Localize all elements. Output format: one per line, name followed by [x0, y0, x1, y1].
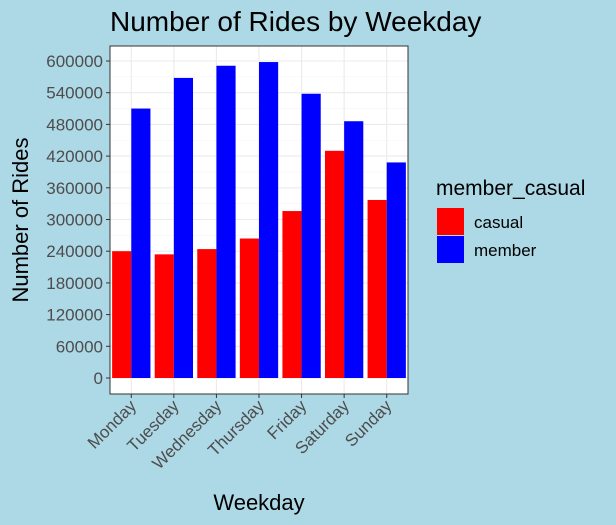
bar-casual-saturday — [324, 150, 345, 378]
bar-casual-monday — [112, 251, 132, 378]
y-tick-label: 0 — [94, 369, 103, 388]
legend-label-casual: casual — [474, 213, 523, 232]
bar-casual-sunday — [367, 199, 387, 378]
y-tick-label: 60000 — [56, 337, 103, 356]
bars — [112, 62, 406, 379]
bar-member-wednesday — [216, 65, 236, 378]
bar-member-saturday — [344, 121, 364, 378]
legend-title: member_casual — [436, 177, 585, 200]
y-tick-label: 540000 — [46, 84, 103, 103]
legend: member_casual casual member — [436, 177, 585, 263]
bar-member-tuesday — [173, 77, 194, 378]
y-axis: 0 60000 120000 180000 240000 300000 360000 4200… — [46, 52, 110, 388]
bar-casual-thursday — [239, 238, 259, 378]
bar-casual-wednesday — [197, 249, 217, 378]
y-tick-label: 300000 — [46, 211, 103, 230]
x-tick-label: Sunday — [341, 396, 396, 451]
y-tick-label: 360000 — [46, 179, 103, 198]
bar-casual-friday — [282, 211, 302, 378]
y-axis-title: Number of Rides — [8, 137, 33, 302]
bar-member-friday — [301, 93, 321, 379]
chart-title: Number of Rides by Weekday — [110, 6, 481, 37]
bar-member-monday — [131, 108, 151, 379]
legend-label-member: member — [474, 241, 537, 260]
bar-casual-tuesday — [154, 254, 174, 378]
y-tick-label: 600000 — [46, 52, 103, 71]
y-tick-label: 180000 — [46, 274, 103, 293]
bar-member-thursday — [259, 62, 279, 378]
legend-key-member — [437, 236, 464, 263]
x-axis: MondayTuesdayWednesdayThursdayFridaySatu… — [84, 394, 396, 473]
y-tick-label: 420000 — [46, 147, 103, 166]
y-tick-label: 480000 — [46, 115, 103, 134]
x-axis-title: Weekday — [213, 490, 304, 515]
bar-member-sunday — [386, 162, 406, 378]
legend-key-casual — [437, 208, 464, 235]
y-tick-label: 120000 — [46, 306, 103, 325]
y-tick-label: 240000 — [46, 242, 103, 261]
